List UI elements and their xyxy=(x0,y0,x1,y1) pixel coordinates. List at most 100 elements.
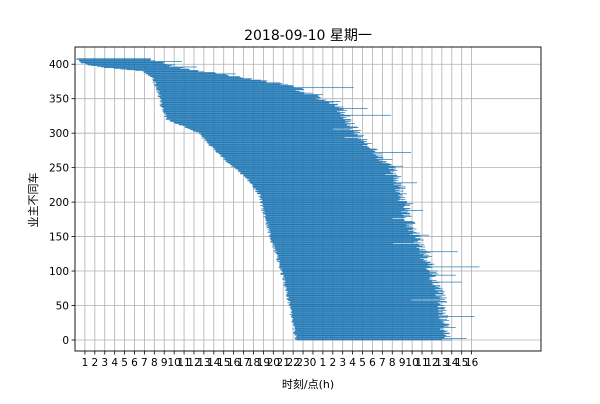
x-axis-label: 时刻/点(h) xyxy=(282,377,334,391)
vehicle-bar xyxy=(237,171,391,173)
vehicle-bar xyxy=(162,101,334,103)
vehicle-bar xyxy=(233,166,395,168)
vehicle-bar xyxy=(260,194,403,195)
vehicle-bar xyxy=(266,221,413,222)
vehicle-bar xyxy=(161,104,338,106)
vehicle-bar xyxy=(265,217,404,219)
vehicle-bar xyxy=(285,289,443,291)
x-tick-label: 4 xyxy=(111,357,118,369)
vehicle-bar xyxy=(267,232,417,233)
x-tick-label: 16 xyxy=(227,357,241,369)
vehicle-bar xyxy=(159,101,341,102)
vehicle-bar xyxy=(243,174,398,176)
vehicle-bar xyxy=(195,131,354,133)
vehicle-bar xyxy=(190,129,351,131)
vehicle-bar xyxy=(265,215,404,217)
vehicle-bar xyxy=(161,109,343,111)
vehicle-bar xyxy=(152,80,268,82)
x-tick-label: 5 xyxy=(121,357,128,369)
vehicle-bar xyxy=(215,150,376,152)
vehicle-bar xyxy=(281,270,430,271)
vehicle-bar xyxy=(272,242,421,244)
vehicle-bar xyxy=(159,93,304,95)
vehicle-bar xyxy=(265,216,406,218)
x-tick-label: 1 xyxy=(82,357,89,369)
y-tick-label: 400 xyxy=(49,59,69,71)
vehicle-bar xyxy=(264,212,411,214)
vehicle-bar xyxy=(291,312,446,314)
vehicle-bar xyxy=(285,283,433,284)
vehicle-bar xyxy=(291,314,439,316)
vehicle-bar xyxy=(198,132,357,134)
vehicle-bar xyxy=(276,261,426,262)
vehicle-bar xyxy=(264,211,402,213)
vehicle-bar xyxy=(216,150,374,151)
vehicle-bar xyxy=(163,108,345,110)
vehicle-bar xyxy=(279,262,431,264)
vehicle-bar xyxy=(220,156,379,157)
vehicle-bar xyxy=(288,297,447,299)
vehicle-bar xyxy=(184,125,351,127)
vehicle-bar xyxy=(155,87,354,89)
vehicle-bar xyxy=(270,237,417,239)
vehicle-bar xyxy=(284,284,434,286)
vehicle-bar xyxy=(218,153,383,155)
vehicle-bar xyxy=(279,265,431,267)
vehicle-bar xyxy=(243,175,398,177)
x-tick-label: 16 xyxy=(465,357,479,369)
vehicle-bar xyxy=(213,146,369,148)
vehicle-bar xyxy=(79,61,183,62)
vehicle-bar xyxy=(294,338,467,339)
vehicle-bar xyxy=(166,118,343,120)
vehicle-bar xyxy=(293,332,444,333)
vehicle-bar xyxy=(293,323,445,324)
vehicle-bar xyxy=(262,204,411,206)
vehicle-bar xyxy=(160,100,325,102)
vehicle-bar xyxy=(294,330,448,332)
vehicle-bar xyxy=(261,208,410,210)
vehicle-bar xyxy=(291,309,447,311)
vehicle-bar xyxy=(286,287,439,288)
vehicle-bar xyxy=(239,170,395,172)
x-tick-label: 14 xyxy=(445,357,459,369)
vehicle-bar xyxy=(278,256,429,258)
vehicle-bar xyxy=(287,292,444,294)
vehicle-bar xyxy=(163,110,348,111)
vehicle-bar xyxy=(221,155,383,157)
vehicle-bar xyxy=(260,205,410,206)
vehicle-bar xyxy=(249,181,394,182)
vehicle-bar xyxy=(155,89,305,91)
bars xyxy=(76,58,480,341)
vehicle-bar xyxy=(189,128,333,130)
vehicle-bar xyxy=(204,140,364,142)
vehicle-bar xyxy=(284,274,456,276)
x-tick-label: 21 xyxy=(277,357,290,369)
vehicle-bar xyxy=(274,245,422,247)
vehicle-bar xyxy=(267,228,417,230)
vehicle-bar xyxy=(85,63,164,64)
x-tick-label: 14 xyxy=(207,357,221,369)
vehicle-bar xyxy=(279,260,428,262)
vehicle-bar xyxy=(291,308,445,310)
vehicle-bar xyxy=(173,121,349,123)
vehicle-bar xyxy=(100,66,197,68)
vehicle-bar xyxy=(166,114,392,116)
vehicle-bar xyxy=(274,243,419,245)
vehicle-bar xyxy=(265,223,416,224)
vehicle-bar xyxy=(165,114,345,115)
vehicle-bar xyxy=(192,130,361,131)
vehicle-bar xyxy=(162,103,330,104)
vehicle-bar xyxy=(295,327,441,329)
vehicle-bar xyxy=(286,289,435,290)
vehicle-bar xyxy=(263,213,410,215)
vehicle-bar xyxy=(286,295,436,297)
vehicle-bar xyxy=(225,161,387,162)
vehicle-bar xyxy=(262,205,405,207)
vehicle-bar xyxy=(166,117,344,119)
x-tick-label: 22 xyxy=(286,357,299,369)
vehicle-bar xyxy=(184,127,359,129)
vehicle-bar xyxy=(265,223,407,225)
x-tick-label: 9 xyxy=(399,357,406,369)
x-tick-label: 13 xyxy=(435,357,448,369)
vehicle-bar xyxy=(292,317,441,319)
